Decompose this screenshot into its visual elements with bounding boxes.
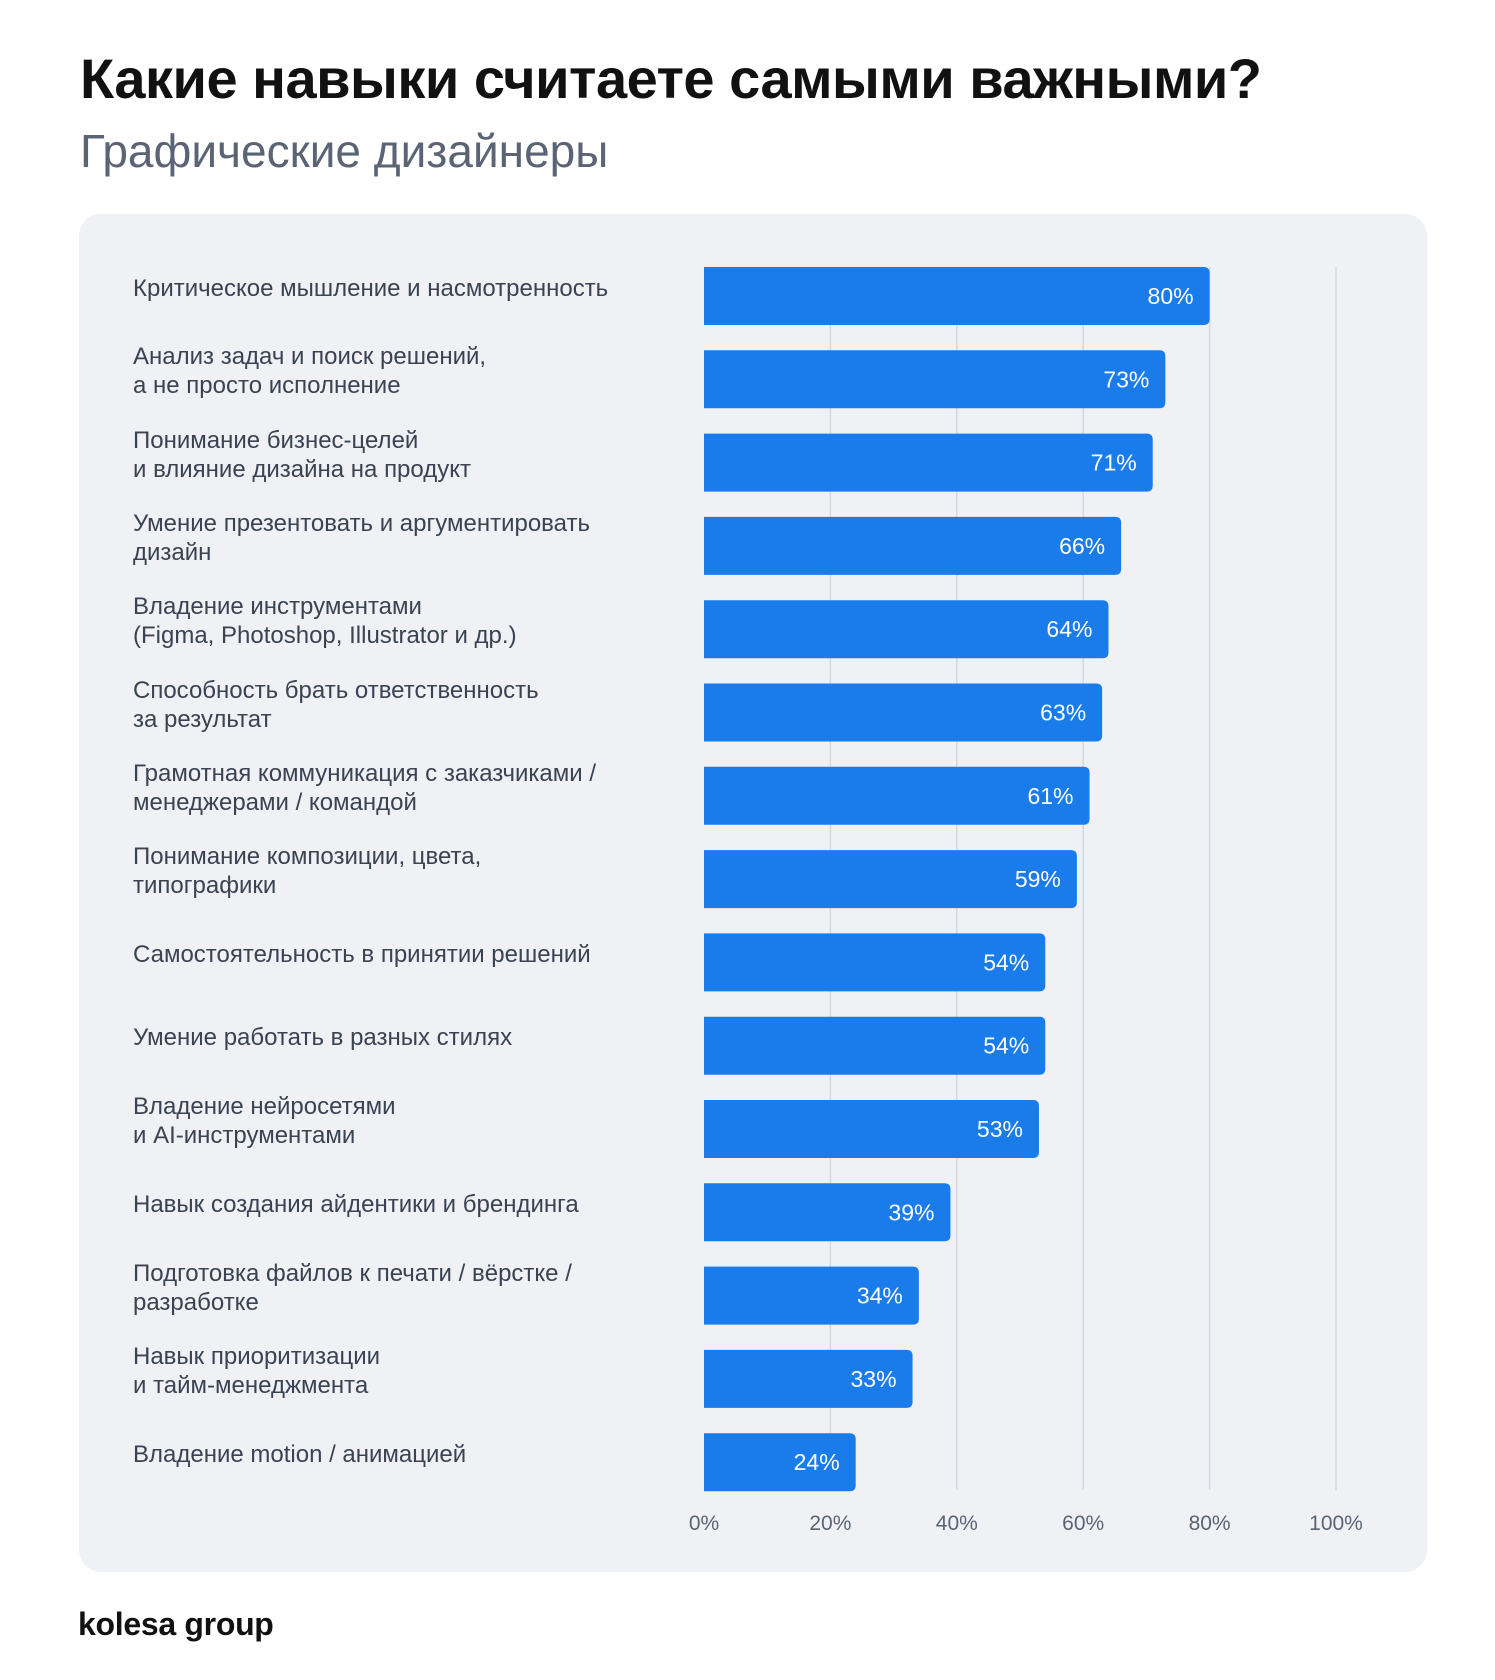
bar xyxy=(704,350,1166,409)
category-label-line: Грамотная коммуникация с заказчиками / xyxy=(133,759,597,787)
bar xyxy=(704,1349,913,1408)
category-label: Владение инструментами (Figma, Photoshop,… xyxy=(133,592,673,650)
category-label-line: (Figma, Photoshop, Illustrator и др.) xyxy=(133,622,517,650)
bar-value-label: 33% xyxy=(851,1366,897,1392)
bar xyxy=(704,1266,919,1325)
category-label-line: Владение motion / анимацией xyxy=(133,1440,467,1468)
category-label: Понимание бизнес-целей и влияние дизайна … xyxy=(133,426,673,484)
bar xyxy=(704,600,1109,659)
brand-logo: kolesa group xyxy=(78,1606,274,1642)
category-label-line: Умение работать в разных стилях xyxy=(133,1024,513,1052)
category-label-line: и тайм-менеджмента xyxy=(133,1371,369,1399)
category-label-line: дизайн xyxy=(133,538,212,566)
category-label-line: Подготовка файлов к печати / вёрстке / xyxy=(133,1259,572,1287)
category-label: Навык создания айдентики и брендинга xyxy=(133,1190,673,1219)
bar xyxy=(704,516,1122,575)
x-tick-label: 100% xyxy=(1309,1512,1363,1535)
bar xyxy=(704,933,1046,992)
category-label-line: Владение нейросетями xyxy=(133,1093,396,1120)
category-label: Анализ задач и поиск решений, а не просто… xyxy=(133,342,673,400)
bar-value-label: 73% xyxy=(1103,366,1149,392)
category-label-line: Навык создания айдентики и брендинга xyxy=(133,1190,579,1218)
bar-value-label: 34% xyxy=(857,1283,903,1309)
category-label: Умение работать в разных стилях xyxy=(133,1023,673,1052)
category-label-line: Критическое мышление и насмотренность xyxy=(133,274,609,302)
category-label-line: Самостоятельность в принятии решений xyxy=(133,940,591,968)
bar-value-label: 54% xyxy=(983,1033,1029,1059)
bar-value-label: 24% xyxy=(794,1449,840,1475)
category-label-line: менеджерами / командой xyxy=(133,788,417,816)
category-label: Владение нейросетями и AI-инструментами xyxy=(133,1092,673,1150)
bar xyxy=(704,267,1210,325)
bar-value-label: 66% xyxy=(1059,533,1105,559)
bar-value-label: 80% xyxy=(1148,283,1194,309)
category-label-line: Понимание композиции, цвета, xyxy=(133,843,482,871)
bar xyxy=(704,1433,856,1492)
bar-value-label: 39% xyxy=(888,1199,934,1225)
category-label-line: Навык приоритизации xyxy=(133,1342,381,1370)
chart-title: Какие навыки считаете самыми важными? xyxy=(80,47,1262,110)
chart-subtitle: Графические дизайнеры xyxy=(80,125,609,177)
x-tick-label: 80% xyxy=(1189,1512,1231,1535)
bar-value-label: 71% xyxy=(1091,450,1137,476)
bar-value-label: 59% xyxy=(1015,866,1061,892)
bar xyxy=(704,1016,1046,1075)
bar xyxy=(704,766,1090,825)
category-label: Критическое мышление и насмотренность xyxy=(133,274,673,303)
category-label: Самостоятельность в принятии решений xyxy=(133,940,673,969)
category-label-line: и AI-инструментами xyxy=(133,1122,356,1149)
category-label-line: разработке xyxy=(133,1288,259,1316)
category-label-line: Умение презентовать и аргументировать xyxy=(133,509,590,537)
bar-value-label: 64% xyxy=(1046,616,1092,642)
category-label: Грамотная коммуникация с заказчиками / ме… xyxy=(133,759,673,817)
bar-value-label: 63% xyxy=(1040,700,1086,726)
category-label-line: типографики xyxy=(133,872,277,900)
bar-value-label: 53% xyxy=(977,1116,1023,1142)
category-label: Подготовка файлов к печати / вёрстке / ра… xyxy=(133,1259,673,1317)
category-label-line: Способность брать ответственность xyxy=(133,676,539,704)
bar xyxy=(704,433,1153,492)
bar xyxy=(704,683,1103,742)
category-label-line: и влияние дизайна на продукт xyxy=(133,455,471,483)
bar xyxy=(704,1183,951,1242)
category-label-line: Владение инструментами xyxy=(133,593,422,621)
category-label: Владение motion / анимацией xyxy=(133,1440,673,1469)
category-label: Умение презентовать и аргументировать диз… xyxy=(133,509,673,567)
x-tick-label: 60% xyxy=(1062,1512,1104,1535)
category-label-line: Понимание бизнес-целей xyxy=(133,426,419,454)
category-label: Навык приоритизации и тайм-менеджмента xyxy=(133,1342,673,1400)
bar-value-label: 54% xyxy=(983,949,1029,975)
bar xyxy=(704,850,1077,909)
category-label: Понимание композиции, цвета, типографики xyxy=(133,842,673,900)
category-label-line: Анализ задач и поиск решений, xyxy=(133,343,487,371)
category-label: Способность брать ответственность за резу… xyxy=(133,676,673,734)
category-label-line: за результат xyxy=(133,705,272,733)
category-label-line: а не просто исполнение xyxy=(133,372,401,400)
x-tick-label: 0% xyxy=(689,1512,719,1535)
x-tick-label: 20% xyxy=(809,1512,851,1535)
x-tick-label: 40% xyxy=(936,1512,978,1535)
bar xyxy=(704,1100,1039,1158)
bar-value-label: 61% xyxy=(1027,783,1073,809)
